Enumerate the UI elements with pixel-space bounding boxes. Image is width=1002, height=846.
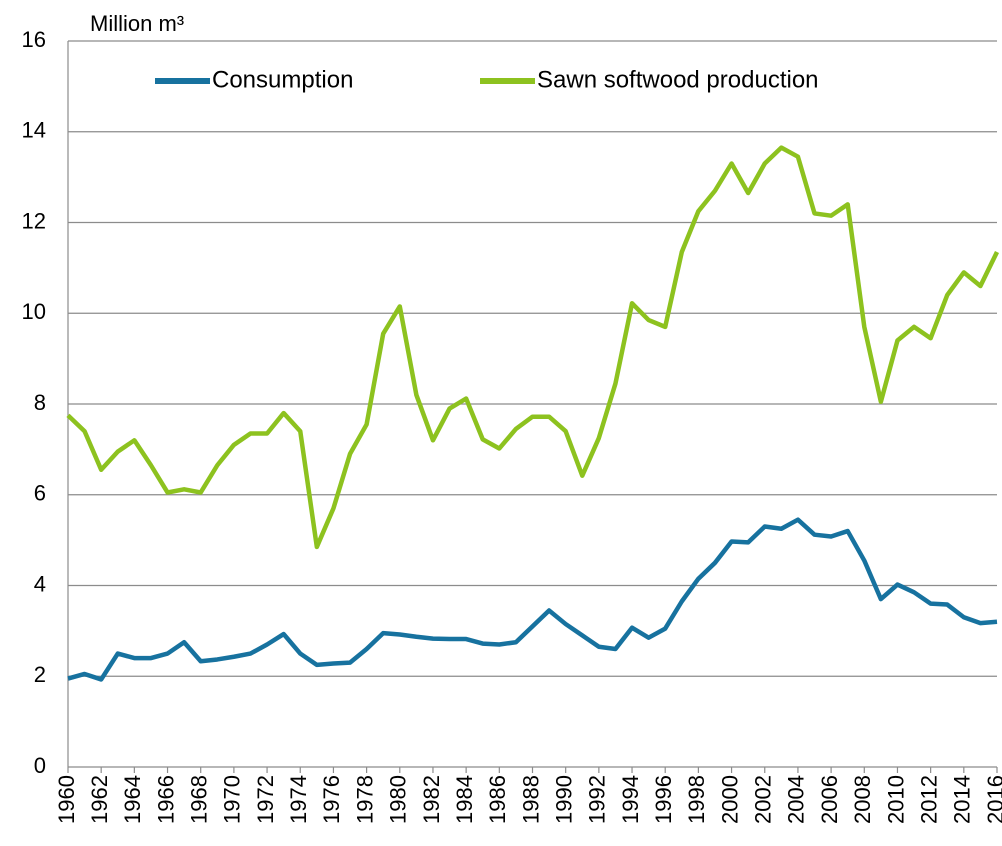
x-tick-label: 2006 xyxy=(817,775,842,824)
x-tick-label: 1988 xyxy=(518,775,543,824)
x-tick-label: 2016 xyxy=(983,775,1002,824)
x-tick-label: 1990 xyxy=(551,775,576,824)
y-axis-label: Million m³ xyxy=(90,11,184,36)
y-tick-label: 14 xyxy=(22,118,46,143)
x-tick-label: 1984 xyxy=(452,775,477,824)
x-tick-label: 1994 xyxy=(618,775,643,824)
x-tick-label: 1966 xyxy=(153,775,178,824)
series-line xyxy=(67,517,998,682)
x-tick-label: 1996 xyxy=(651,775,676,824)
x-tick-label: 1976 xyxy=(319,775,344,824)
x-tick-label: 2002 xyxy=(751,775,776,824)
x-tick-label: 1960 xyxy=(54,775,79,824)
x-tick-label: 1980 xyxy=(386,775,411,824)
x-tick-label: 1970 xyxy=(220,775,245,824)
x-tick-label: 1962 xyxy=(87,775,112,824)
y-tick-label: 8 xyxy=(34,390,46,415)
x-tick-label: 2014 xyxy=(950,775,975,824)
x-tick-label: 1974 xyxy=(286,775,311,824)
x-tick-label: 1972 xyxy=(253,775,278,824)
y-tick-label: 6 xyxy=(34,481,46,506)
x-tick-label: 1998 xyxy=(684,775,709,824)
y-tick-label: 4 xyxy=(34,571,46,596)
x-tick-label: 2004 xyxy=(784,775,809,824)
y-tick-label: 0 xyxy=(34,753,46,778)
x-tick-label: 2000 xyxy=(717,775,742,824)
x-tick-label: 1992 xyxy=(585,775,610,824)
y-tick-label: 12 xyxy=(22,208,46,233)
y-tick-label: 16 xyxy=(22,27,46,52)
x-tick-label: 2012 xyxy=(916,775,941,824)
x-tick-label: 1982 xyxy=(419,775,444,824)
x-tick-label: 1964 xyxy=(120,775,145,824)
x-tick-label: 1978 xyxy=(352,775,377,824)
x-tick-label: 1986 xyxy=(485,775,510,824)
legend-label: Sawn softwood production xyxy=(537,66,819,93)
series-line xyxy=(66,145,1000,550)
y-tick-label: 10 xyxy=(22,299,46,324)
x-tick-label: 1968 xyxy=(187,775,212,824)
x-tick-label: 2008 xyxy=(850,775,875,824)
legend-label: Consumption xyxy=(212,66,353,93)
y-tick-label: 2 xyxy=(34,662,46,687)
x-tick-label: 2010 xyxy=(883,775,908,824)
